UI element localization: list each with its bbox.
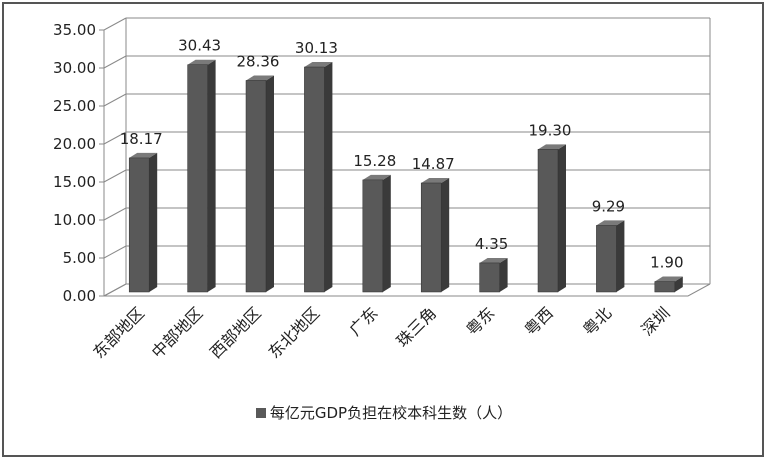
bar-front [362, 179, 384, 293]
bar [537, 144, 566, 293]
bar-front [245, 80, 267, 293]
bar-side [499, 257, 508, 292]
bar-side [382, 174, 391, 292]
bar [654, 276, 683, 293]
bar [128, 152, 158, 293]
bar-side [266, 75, 274, 293]
bar-side [149, 152, 158, 292]
gridline-diagonal [103, 93, 127, 107]
category-label: 珠三角 [393, 303, 440, 350]
category-label: 广东 [346, 303, 382, 339]
floor [103, 283, 711, 297]
gridline-diagonal [103, 131, 127, 145]
bar [187, 59, 216, 293]
bar-side [616, 220, 625, 292]
gridline-diagonal [103, 245, 127, 259]
bar-side [674, 276, 683, 292]
bar [304, 62, 333, 293]
data-label: 30.43 [178, 37, 221, 55]
bar-top [304, 62, 333, 68]
gridline-diagonal [103, 17, 127, 31]
bar [420, 177, 450, 293]
legend: 每亿元GDP负担在校本科生数（人） [0, 402, 768, 423]
bar [245, 75, 274, 293]
bar-top [596, 220, 625, 226]
bar-side [558, 144, 566, 292]
bar-front [596, 225, 617, 293]
y-tick-label: 25.00 [53, 97, 96, 115]
y-tick-label: 30.00 [53, 59, 96, 77]
bar [596, 220, 625, 293]
bar-top [654, 276, 683, 282]
gridline-diagonal [103, 169, 127, 183]
legend-swatch [255, 407, 266, 418]
category-label: 东部地区 [89, 303, 148, 362]
y-tick-label: 0.00 [63, 287, 96, 305]
y-tick-label: 5.00 [63, 249, 96, 267]
category-label: 深圳 [638, 303, 674, 339]
bar-top [362, 174, 391, 180]
gridline-diagonal [103, 207, 127, 221]
category-label: 东北地区 [265, 303, 324, 362]
category-label: 粤北 [579, 303, 615, 339]
data-label: 4.35 [475, 235, 508, 253]
bar-top [538, 144, 566, 150]
category-label: 西部地区 [206, 303, 265, 362]
bar-top [479, 257, 508, 263]
y-tick-label: 20.00 [53, 135, 96, 153]
legend-label: 每亿元GDP负担在校本科生数（人） [269, 404, 513, 422]
bar-top [246, 75, 274, 81]
bars [128, 59, 683, 293]
category-label: 粤东 [462, 303, 498, 339]
bar-top [421, 177, 450, 183]
category-labels: 东部地区 中部地区 西部地区 东北地区 广东 珠三角 粤东 粤西 粤北 深圳 [89, 303, 673, 362]
category-label: 粤西 [521, 303, 557, 339]
y-tick-label: 10.00 [53, 211, 96, 229]
bar [362, 174, 391, 293]
data-label: 15.28 [353, 152, 396, 170]
bar [479, 257, 508, 293]
data-label: 28.36 [237, 52, 280, 70]
category-label: 中部地区 [148, 303, 207, 362]
bar-side [324, 62, 333, 293]
bar-front [654, 281, 676, 293]
data-label: 18.17 [120, 130, 163, 148]
bar-top [187, 59, 216, 65]
data-label: 1.90 [650, 254, 683, 272]
bar-front [304, 66, 325, 293]
bar-front [479, 262, 500, 293]
data-label: 9.29 [592, 197, 625, 215]
bar-front [187, 64, 208, 293]
data-label: 19.30 [529, 121, 572, 139]
y-tick-label: 15.00 [53, 173, 96, 191]
data-labels: 18.17 30.43 28.36 30.13 15.28 14.87 4.35 19.30 9… [120, 37, 684, 272]
bar-front [128, 157, 150, 293]
bar-front [537, 149, 559, 293]
bar-side [207, 59, 216, 293]
bar-front [420, 182, 442, 293]
data-label: 14.87 [412, 155, 455, 173]
data-label: 30.13 [295, 39, 338, 57]
y-tick-label: 35.00 [53, 21, 96, 39]
bar-side [441, 177, 450, 292]
bar-top [129, 152, 158, 158]
gridline-diagonal [103, 55, 127, 69]
y-tick-labels: 0.00 5.00 10.00 15.00 20.00 25.00 30.00 35.00 [53, 21, 96, 305]
